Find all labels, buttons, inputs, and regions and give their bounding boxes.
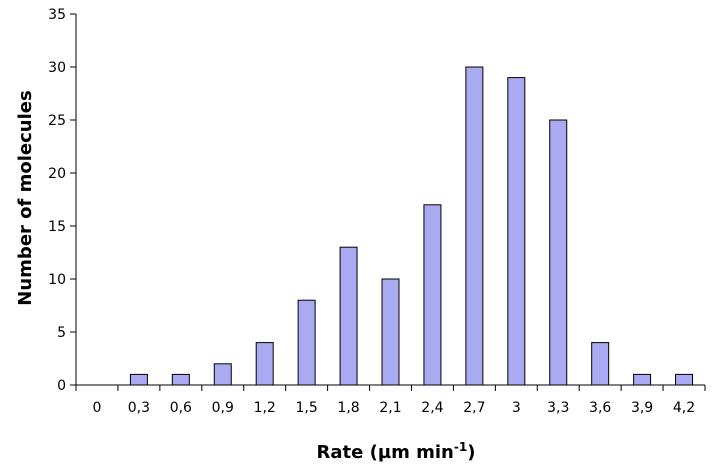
x-axis-title-superscript: -1 [454, 440, 467, 454]
x-tick-label-1,8: 1,8 [337, 400, 359, 416]
x-tick-label-0,9: 0,9 [212, 400, 234, 416]
y-tick-label-35: 35 [48, 7, 66, 23]
x-tick-label-3,6: 3,6 [589, 400, 611, 416]
y-tick-label-15: 15 [48, 219, 66, 235]
bar-3 [507, 77, 526, 386]
labels-layer: 0 5 10 15 20 25 30 35 0 0,3 0,6 0,9 1,2 1,5 1,8 2,1 2,4 2… [48, 7, 695, 416]
x-tick-label-2,7: 2,7 [463, 400, 485, 416]
x-tick-label-0,3: 0,3 [128, 400, 150, 416]
bar-3,9 [633, 373, 652, 386]
y-tick-label-20: 20 [48, 166, 66, 182]
bar-2,1 [381, 278, 400, 386]
bar-2,7 [465, 66, 484, 386]
x-axis-title-suffix: ) [467, 442, 475, 463]
y-tick-label-10: 10 [48, 272, 66, 288]
x-tick-label-0: 0 [93, 400, 102, 416]
bar-3,3 [549, 119, 568, 386]
bar-1,2 [255, 342, 274, 386]
axes-layer [70, 13, 706, 391]
x-tick-label-3,9: 3,9 [631, 400, 653, 416]
bar-1,8 [339, 246, 358, 386]
bars-layer [129, 66, 694, 386]
x-tick-label-3: 3 [512, 400, 521, 416]
x-tick-label-0,6: 0,6 [170, 400, 192, 416]
x-tick-label-4,2: 4,2 [673, 400, 695, 416]
y-tick-label-0: 0 [57, 378, 66, 394]
x-tick-label-2,4: 2,4 [421, 400, 443, 416]
x-axis-title-main: Rate (µm min [317, 442, 454, 463]
bar-0,6 [171, 373, 190, 386]
y-tick-label-30: 30 [48, 60, 66, 76]
x-tick-label-1,5: 1,5 [296, 400, 318, 416]
bar-2,4 [423, 204, 442, 386]
x-tick-label-3,3: 3,3 [547, 400, 569, 416]
bar-3,6 [591, 342, 610, 386]
y-tick-label-25: 25 [48, 113, 66, 129]
y-tick-label-5: 5 [57, 325, 66, 341]
x-tick-label-1,2: 1,2 [254, 400, 276, 416]
x-axis-title: Rate (µm min-1) [317, 440, 476, 463]
y-axis-title: Number of molecules [15, 90, 36, 305]
bar-4,2 [675, 373, 694, 386]
bar-0,3 [129, 373, 148, 386]
x-tick-label-2,1: 2,1 [379, 400, 401, 416]
bar-0,9 [213, 363, 232, 386]
bar-1,5 [297, 299, 316, 386]
